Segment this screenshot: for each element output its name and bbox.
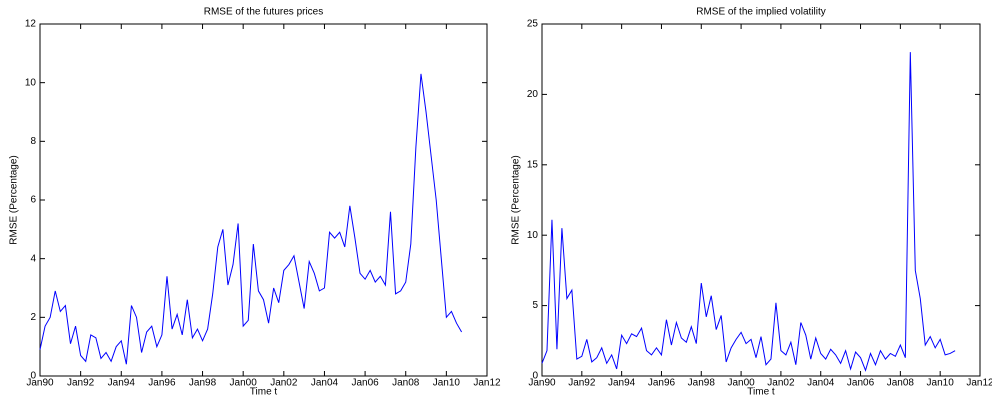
axes-box [39, 23, 488, 377]
data-line [541, 52, 956, 372]
x-tick-label: Jan04 [311, 378, 339, 389]
x-tick-label: Jan90 [528, 378, 556, 389]
x-tick-label: Jan08 [887, 378, 915, 389]
x-tick-label: Jan00 [727, 378, 755, 389]
y-tick-label: 10 [527, 230, 539, 241]
x-tick-label: Jan10 [927, 378, 955, 389]
y-axis-label: RMSE (Percentage) [9, 155, 20, 244]
data-line [39, 73, 463, 365]
x-tick-label: Jan12 [473, 378, 501, 389]
x-tick-label: Jan98 [688, 378, 716, 389]
y-tick-label: 25 [527, 19, 539, 30]
chart-title: RMSE of the futures prices [204, 7, 324, 18]
y-tick-label: 2 [30, 312, 36, 323]
chart-title: RMSE of the implied volatility [696, 7, 826, 18]
x-tick-label: Jan12 [966, 378, 992, 389]
x-tick-label: Jan04 [807, 378, 835, 389]
x-tick-label: Jan02 [767, 378, 795, 389]
y-tick-label: 20 [527, 89, 539, 100]
x-tick-label: Jan92 [568, 378, 596, 389]
y-tick-label: 12 [25, 19, 37, 30]
x-axis-label: Time t [747, 387, 775, 398]
y-tick-label: 0 [30, 371, 36, 382]
y-tick-label: 4 [30, 253, 36, 264]
x-tick-label: Jan06 [351, 378, 379, 389]
x-tick-label: Jan96 [148, 378, 176, 389]
x-tick-label: Jan90 [26, 378, 54, 389]
x-tick-label: Jan08 [392, 378, 420, 389]
x-tick-label: Jan94 [608, 378, 636, 389]
y-axis-label: RMSE (Percentage) [511, 155, 522, 244]
x-tick-label: Jan02 [270, 378, 298, 389]
x-tick-label: Jan98 [189, 378, 217, 389]
y-tick-label: 0 [532, 371, 538, 382]
y-tick-label: 15 [527, 159, 539, 170]
x-tick-label: Jan10 [433, 378, 461, 389]
x-tick-label: Jan06 [847, 378, 875, 389]
y-tick-label: 10 [25, 77, 37, 88]
axes-box [541, 23, 981, 377]
y-tick-label: 6 [30, 195, 36, 206]
x-axis-label: Time t [250, 387, 278, 398]
x-tick-label: Jan92 [67, 378, 95, 389]
x-tick-label: Jan94 [108, 378, 136, 389]
y-tick-label: 8 [30, 136, 36, 147]
y-tick-label: 5 [532, 300, 538, 311]
x-tick-label: Jan00 [230, 378, 258, 389]
x-tick-label: Jan96 [648, 378, 676, 389]
